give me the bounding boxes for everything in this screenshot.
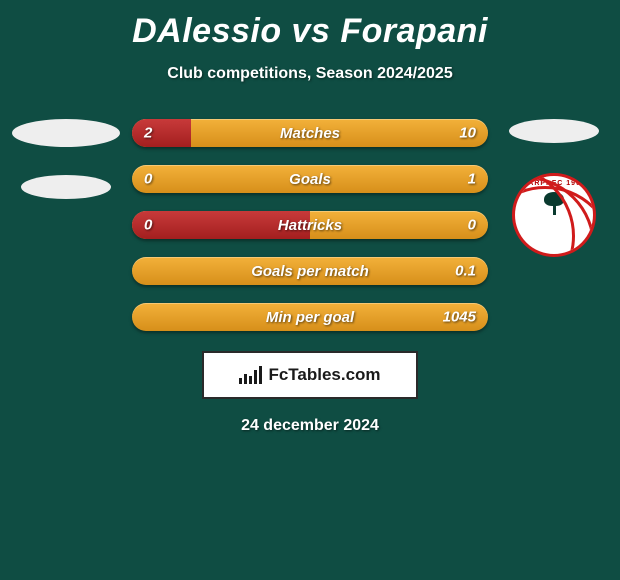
left-player-club-placeholder bbox=[21, 175, 111, 199]
right-player-column: CARPI FC 1909 bbox=[494, 119, 614, 257]
left-player-avatar-placeholder bbox=[12, 119, 120, 147]
stat-right-value: 1 bbox=[468, 171, 476, 188]
left-player-column bbox=[6, 119, 126, 199]
stat-bar-fill bbox=[132, 119, 191, 147]
stat-label: Hattricks bbox=[278, 217, 342, 234]
stat-bars: 2 Matches 10 0 Goals 1 0 Hattricks 0 Goa… bbox=[126, 119, 494, 331]
footer-brand-text: FcTables.com bbox=[268, 365, 380, 385]
badge-stripes-icon bbox=[515, 176, 593, 254]
stat-bar-hattricks: 0 Hattricks 0 bbox=[132, 211, 488, 239]
stat-right-value: 0.1 bbox=[455, 263, 476, 280]
stat-bar-goals: 0 Goals 1 bbox=[132, 165, 488, 193]
right-player-avatar-placeholder bbox=[509, 119, 599, 143]
stat-bar-goals-per-match: Goals per match 0.1 bbox=[132, 257, 488, 285]
stat-label: Matches bbox=[280, 125, 340, 142]
footer-brand-box: FcTables.com bbox=[202, 351, 418, 399]
comparison-content: 2 Matches 10 0 Goals 1 0 Hattricks 0 Goa… bbox=[0, 119, 620, 331]
stat-right-value: 1045 bbox=[443, 309, 476, 326]
stat-left-value: 2 bbox=[144, 125, 152, 142]
stat-right-value: 10 bbox=[459, 125, 476, 142]
stat-label: Goals bbox=[289, 171, 331, 188]
stat-bar-matches: 2 Matches 10 bbox=[132, 119, 488, 147]
stat-label: Min per goal bbox=[266, 309, 354, 326]
right-player-club-badge: CARPI FC 1909 bbox=[512, 173, 596, 257]
stat-label: Goals per match bbox=[251, 263, 369, 280]
snapshot-date: 24 december 2024 bbox=[0, 417, 620, 435]
stat-left-value: 0 bbox=[144, 171, 152, 188]
stat-bar-min-per-goal: Min per goal 1045 bbox=[132, 303, 488, 331]
stat-right-value: 0 bbox=[468, 217, 476, 234]
bar-chart-icon bbox=[239, 366, 262, 384]
comparison-title: DAlessio vs Forapani bbox=[0, 0, 620, 51]
stat-left-value: 0 bbox=[144, 217, 152, 234]
comparison-subtitle: Club competitions, Season 2024/2025 bbox=[0, 65, 620, 83]
